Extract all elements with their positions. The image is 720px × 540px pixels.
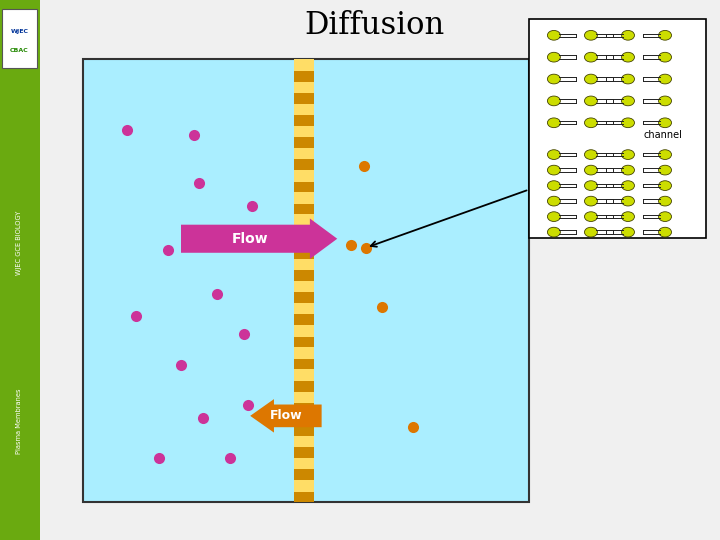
Bar [294,226,314,237]
Circle shape [547,227,560,237]
Bar [294,159,314,170]
Circle shape [547,30,560,40]
Bar [294,359,314,369]
Circle shape [621,181,634,191]
Circle shape [547,196,560,206]
Circle shape [659,96,672,106]
Bar [294,425,314,436]
Bar [294,248,314,259]
Circle shape [621,227,634,237]
Circle shape [585,181,598,191]
Circle shape [659,74,672,84]
Bar [294,204,314,214]
Circle shape [585,96,598,106]
Circle shape [621,196,634,206]
Bar [83,59,529,502]
Circle shape [585,165,598,175]
Text: Flow: Flow [269,409,302,422]
Circle shape [547,212,560,221]
Bar [294,403,314,414]
Circle shape [659,212,672,221]
Bar [294,71,314,82]
Circle shape [659,52,672,62]
Bar [0,0,40,540]
Text: Diffusion: Diffusion [305,10,444,42]
Bar [294,115,314,126]
Bar [294,491,314,502]
Bar [294,137,314,148]
FancyBboxPatch shape [2,9,37,68]
Bar [294,447,314,458]
Circle shape [547,150,560,159]
Circle shape [659,181,672,191]
Circle shape [547,96,560,106]
Circle shape [659,165,672,175]
Circle shape [659,150,672,159]
Circle shape [621,165,634,175]
Circle shape [621,118,634,127]
Bar [294,336,314,347]
Circle shape [585,212,598,221]
Bar [294,314,314,325]
Bar [294,381,314,392]
Bar [294,270,314,281]
Circle shape [547,165,560,175]
Text: channel: channel [644,130,683,140]
Circle shape [659,30,672,40]
Bar [294,292,314,303]
Circle shape [621,212,634,221]
Circle shape [585,30,598,40]
Circle shape [585,227,598,237]
Text: Plasma Membranes: Plasma Membranes [17,388,22,454]
Circle shape [585,118,598,127]
Circle shape [547,52,560,62]
Text: Flow: Flow [231,232,268,246]
Bar [529,19,706,238]
Circle shape [585,196,598,206]
FancyArrow shape [181,219,337,259]
Circle shape [585,52,598,62]
Circle shape [621,74,634,84]
Circle shape [585,150,598,159]
Circle shape [621,30,634,40]
Circle shape [547,74,560,84]
Circle shape [621,150,634,159]
Bar [294,181,314,192]
Circle shape [659,118,672,127]
Circle shape [621,96,634,106]
Bar [294,93,314,104]
FancyArrow shape [251,399,322,433]
Bar [294,59,314,502]
Text: WJEC: WJEC [11,29,29,34]
Text: WJEC GCE BIOLOGY: WJEC GCE BIOLOGY [17,211,22,275]
Circle shape [585,74,598,84]
Text: CBAC: CBAC [10,48,29,53]
Circle shape [547,118,560,127]
Circle shape [621,52,634,62]
Circle shape [659,227,672,237]
Circle shape [659,196,672,206]
Bar [294,469,314,480]
Circle shape [547,181,560,191]
